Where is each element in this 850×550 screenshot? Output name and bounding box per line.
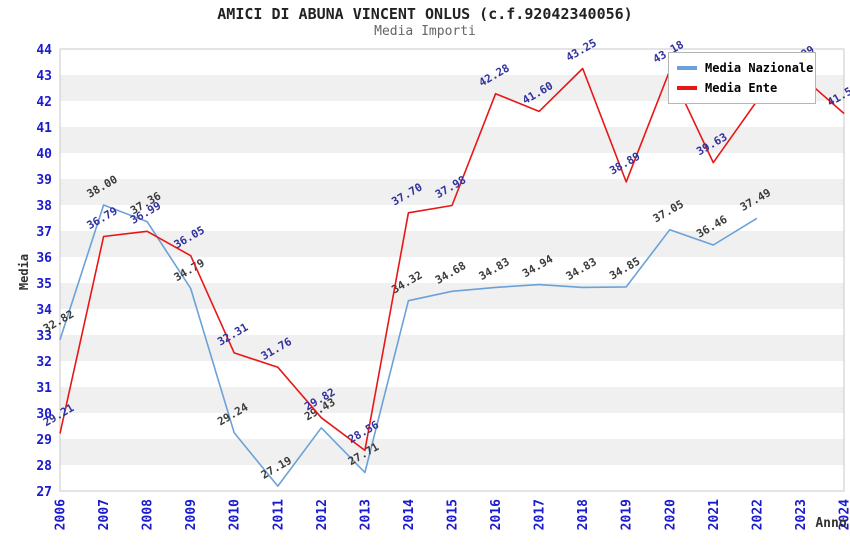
x-axis-title: Anno	[815, 516, 846, 531]
x-tick-label: 2009	[184, 499, 199, 530]
y-tick-label: 43	[36, 69, 52, 84]
y-axis-title: Media	[17, 254, 31, 290]
x-tick-label: 2023	[794, 499, 809, 530]
x-tick-label: 2021	[707, 499, 722, 530]
y-tick-label: 37	[36, 225, 52, 240]
x-tick-label: 2018	[576, 499, 591, 530]
x-tick-label: 2008	[141, 499, 156, 530]
chart-subtitle: Media Importi	[374, 24, 476, 39]
y-axis-title: Media	[17, 254, 31, 290]
chart-title: AMICI DI ABUNA VINCENT ONLUS (c.f.920423…	[217, 5, 633, 23]
series-line-group-1	[59, 67, 845, 452]
plot-border	[59, 48, 845, 492]
y-tick-label: 44	[36, 43, 52, 58]
y-tick-label: 28	[36, 459, 52, 474]
x-tick-label: 2006	[54, 499, 69, 530]
x-tick-label: 2022	[750, 499, 765, 530]
data-label: 34.83	[564, 255, 599, 283]
y-tick-label: 29	[36, 433, 52, 448]
x-tick-label: 2011	[271, 499, 286, 530]
legend-item-media-ente: Media Ente	[677, 81, 815, 95]
legend-label: Media Nazionale	[705, 61, 814, 75]
y-tick-label: 31	[36, 381, 52, 396]
legend-label: Media Ente	[705, 81, 778, 95]
x-tick-label: 2007	[97, 499, 112, 530]
x-tick-label: 2019	[620, 499, 635, 530]
data-label: 34.68	[433, 259, 468, 287]
legend-item-media-nazionale: Media Nazionale	[677, 61, 815, 75]
y-tick-label: 40	[36, 147, 52, 162]
data-label: 29.21	[41, 401, 77, 429]
x-tick-label: 2024	[838, 499, 850, 530]
x-tick-label: 2013	[358, 499, 373, 530]
series-line-0	[59, 204, 758, 487]
y-tick-label: 33	[36, 329, 52, 344]
data-label: 38.89	[607, 150, 642, 178]
y-axis-ticks: 44 43 42 41 40 39 38 37 36 35 34 33 32 31 30 29 28 27	[36, 43, 52, 500]
y-tick-label: 27	[36, 485, 52, 500]
y-tick-label: 34	[36, 303, 52, 318]
x-tick-label: 2014	[402, 499, 417, 530]
x-tick-label: 2016	[489, 499, 504, 530]
x-tick-label: 2020	[663, 499, 678, 530]
x-tick-label: 2015	[446, 499, 461, 530]
series-line-1	[59, 67, 845, 452]
y-tick-label: 35	[36, 277, 52, 292]
x-axis-title: Anno	[815, 516, 846, 531]
x-axis-ticks: 2006 2007 2008 2009 2010 2011 2012 2013 2014 2015…	[54, 499, 850, 530]
y-tick-label: 41	[36, 121, 52, 136]
chart-legend: Media Nazionale Media Ente	[668, 52, 816, 104]
y-tick-label: 32	[36, 355, 52, 370]
x-tick-label: 2010	[228, 499, 243, 530]
grid-bands	[60, 75, 844, 465]
y-tick-label: 38	[36, 199, 52, 214]
data-label: 34.83	[477, 255, 512, 283]
y-tick-label: 36	[36, 251, 52, 266]
y-tick-label: 39	[36, 173, 52, 188]
x-tick-label: 2017	[533, 499, 548, 530]
legend-swatch-blue-line-icon	[677, 66, 697, 70]
y-tick-label: 30	[36, 407, 52, 422]
y-tick-label: 42	[36, 95, 52, 110]
series-line-group-0	[59, 204, 758, 487]
data-label: 34.85	[607, 255, 642, 283]
data-label: 43.25	[564, 36, 599, 64]
x-tick-label: 2012	[315, 499, 330, 530]
legend-swatch-red-line-icon	[677, 86, 697, 90]
